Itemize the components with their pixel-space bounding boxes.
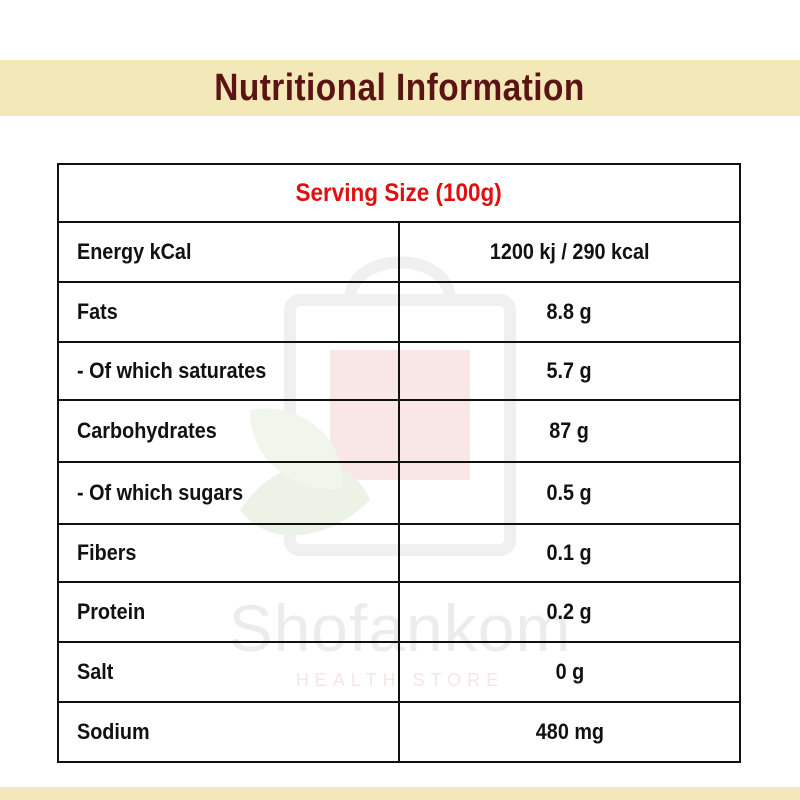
table-row: Protein 0.2 g (57, 581, 741, 643)
nutrient-label: - Of which saturates (57, 341, 400, 401)
nutrient-value: 87 g (398, 399, 741, 463)
nutrition-table: Serving Size (100g) Energy kCal 1200 kj … (57, 163, 741, 763)
table-row: Sodium 480 mg (57, 701, 741, 763)
nutrient-value: 0 g (398, 641, 741, 703)
nutrient-label: Carbohydrates (57, 399, 400, 463)
table-row: - Of which sugars 0.5 g (57, 461, 741, 525)
nutrient-value: 480 mg (398, 701, 741, 763)
serving-size-header: Serving Size (100g) (57, 163, 741, 223)
bottom-banner-strip (0, 787, 800, 800)
nutrient-label: - Of which sugars (57, 461, 400, 525)
title-banner: Nutritional Information (0, 60, 800, 116)
page-title: Nutritional Information (214, 66, 586, 109)
nutrient-value: 0.5 g (398, 461, 741, 525)
nutrient-value: 8.8 g (398, 281, 741, 343)
table-row: Salt 0 g (57, 641, 741, 703)
nutrient-value: 0.2 g (398, 581, 741, 643)
nutrient-label: Energy kCal (57, 221, 400, 283)
table-row: Fats 8.8 g (57, 281, 741, 343)
nutrient-label: Sodium (57, 701, 400, 763)
table-row: Fibers 0.1 g (57, 523, 741, 583)
nutrient-value: 0.1 g (398, 523, 741, 583)
nutrient-value: 5.7 g (398, 341, 741, 401)
nutrient-value: 1200 kj / 290 kcal (398, 221, 741, 283)
nutrient-label: Salt (57, 641, 400, 703)
table-row: Carbohydrates 87 g (57, 399, 741, 463)
table-row: - Of which saturates 5.7 g (57, 341, 741, 401)
serving-row: Serving Size (100g) (57, 163, 741, 223)
nutrient-label: Fibers (57, 523, 400, 583)
nutrient-label: Protein (57, 581, 400, 643)
nutrient-label: Fats (57, 281, 400, 343)
table-row: Energy kCal 1200 kj / 290 kcal (57, 221, 741, 283)
